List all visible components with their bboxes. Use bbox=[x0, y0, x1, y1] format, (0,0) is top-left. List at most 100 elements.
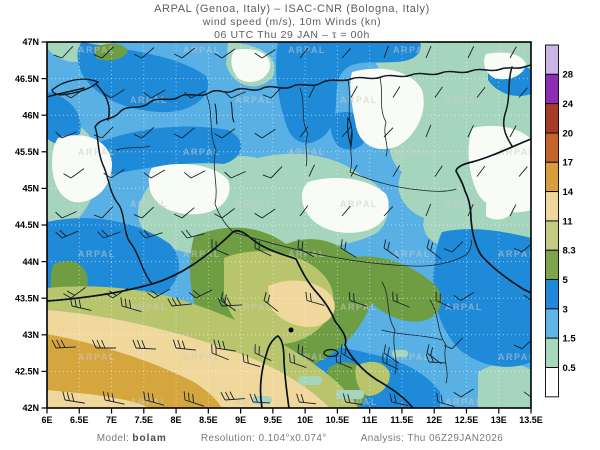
wind-barb-tick bbox=[184, 92, 192, 99]
wind-barb-shaft bbox=[181, 47, 195, 59]
wind-barb-shaft bbox=[426, 352, 442, 365]
lon-tick-label: 8E bbox=[171, 415, 182, 425]
wind-barb-tick bbox=[177, 340, 181, 349]
wind-barb-tick bbox=[102, 391, 106, 401]
wind-barb-shaft bbox=[141, 126, 155, 139]
wind-barb bbox=[509, 125, 517, 138]
wind-barb bbox=[103, 168, 125, 179]
colorbar-segment bbox=[545, 103, 559, 134]
wind-barb-tick bbox=[124, 298, 127, 308]
wind-barb bbox=[308, 85, 316, 98]
national-border-layer bbox=[47, 64, 531, 285]
wind-barb bbox=[513, 338, 531, 350]
wind-barb bbox=[132, 339, 156, 350]
arpal-watermark: ARPAL bbox=[340, 302, 378, 312]
wind-barb bbox=[467, 203, 474, 217]
wind-barb-shaft bbox=[509, 204, 517, 217]
wind-barb-tick bbox=[297, 239, 300, 249]
wind-barb bbox=[167, 297, 192, 307]
wind-barb-tick bbox=[188, 292, 197, 299]
wind-barb-tick bbox=[258, 346, 260, 355]
arpal-watermark: ARPAL bbox=[235, 199, 273, 209]
arpal-watermark: ARPAL bbox=[183, 249, 221, 259]
wind-barb-shaft bbox=[383, 45, 389, 59]
wind-barb-shaft bbox=[254, 247, 272, 257]
lon-tick-label: 7E bbox=[106, 415, 117, 425]
wind-barb-tick bbox=[340, 239, 343, 249]
wind-barb-tick bbox=[62, 391, 66, 401]
wind-barb-tick bbox=[215, 241, 217, 250]
arpal-watermark: ARPAL bbox=[393, 147, 431, 157]
wind-barb-tick bbox=[226, 297, 232, 306]
arpal-watermark: ARPAL bbox=[130, 95, 168, 105]
wind-barb bbox=[211, 239, 229, 256]
arpal-watermark: ARPAL bbox=[288, 249, 326, 259]
wind-barb-shaft bbox=[154, 288, 171, 299]
wind-barb bbox=[289, 353, 307, 368]
wind-barb bbox=[340, 344, 357, 363]
wind-barb-shaft bbox=[221, 48, 236, 59]
wind-barb bbox=[254, 239, 272, 257]
colorbar-label: 8.3 bbox=[563, 246, 576, 257]
wind-barb bbox=[299, 126, 309, 138]
wind-barb bbox=[103, 89, 125, 99]
arpal-watermark: ARPAL bbox=[130, 397, 168, 407]
wind-barb-tick bbox=[387, 241, 390, 251]
wind-barb-shaft bbox=[215, 347, 236, 352]
wind-barb-tick bbox=[120, 297, 123, 307]
wind-barb-shaft bbox=[195, 289, 213, 299]
wind-barb bbox=[299, 47, 309, 59]
wind-barb-shaft bbox=[382, 361, 399, 370]
wind-barb-tick bbox=[176, 297, 182, 306]
arpal-watermark: ARPAL bbox=[340, 199, 378, 209]
wind-barb-shaft bbox=[121, 305, 142, 312]
wind-barb-shaft bbox=[150, 89, 166, 99]
wind-barb-tick bbox=[92, 339, 97, 349]
wind-barb-tick bbox=[147, 292, 155, 299]
wind-barb bbox=[213, 339, 236, 352]
wind-barb-tick bbox=[69, 297, 73, 307]
wind-barb-shaft bbox=[61, 131, 77, 139]
wind-barb-tick bbox=[389, 393, 393, 403]
wind-barb-shaft bbox=[254, 352, 272, 362]
lon-tick-label: 7.5E bbox=[135, 415, 154, 425]
wind-barb-shaft bbox=[530, 389, 531, 398]
wind-barb bbox=[143, 391, 165, 406]
wind-barb-shaft bbox=[290, 361, 307, 368]
wind-barb-shaft bbox=[383, 247, 400, 259]
wind-barb-tick bbox=[214, 133, 223, 139]
wind-barb-tick bbox=[172, 339, 177, 349]
colorbar-label: 14 bbox=[563, 187, 574, 198]
arpal-watermark: ARPAL bbox=[235, 302, 273, 312]
arpal-watermark: ARPAL bbox=[78, 147, 116, 157]
wind-barb-tick bbox=[56, 339, 61, 348]
wind-barb-shaft bbox=[336, 361, 353, 369]
wind-barb bbox=[92, 339, 116, 349]
wind-barb-shaft bbox=[141, 206, 155, 219]
colorbar-segment bbox=[545, 161, 559, 193]
colorbar-label: 28 bbox=[563, 70, 574, 81]
wind-barb-tick bbox=[97, 231, 104, 239]
wind-barb-shaft bbox=[530, 292, 531, 301]
wind-barb-tick bbox=[63, 93, 72, 99]
wind-barb-shaft bbox=[110, 89, 125, 99]
lon-tick-label: 6.5E bbox=[70, 415, 89, 425]
wind-barb bbox=[443, 337, 463, 350]
wind-barb-tick bbox=[173, 213, 183, 219]
wind-barb-shaft bbox=[299, 47, 309, 59]
wind-barb-tick bbox=[96, 339, 101, 349]
wind-barb-tick bbox=[183, 172, 192, 179]
lon-tick-label: 13.5E bbox=[519, 415, 543, 425]
wind-barb-tick bbox=[513, 247, 523, 253]
model-name: bolam bbox=[132, 433, 167, 444]
wind-barb bbox=[453, 292, 474, 301]
wind-barb-tick bbox=[224, 91, 232, 99]
wind-barb-shaft bbox=[297, 352, 315, 362]
wind-barb-tick bbox=[214, 213, 223, 219]
wind-barb bbox=[509, 46, 517, 59]
wind-barb-tick bbox=[111, 393, 115, 402]
wind-barb-tick bbox=[133, 214, 143, 219]
wind-barb-tick bbox=[150, 290, 159, 297]
lon-tick-label: 13E bbox=[491, 415, 507, 425]
